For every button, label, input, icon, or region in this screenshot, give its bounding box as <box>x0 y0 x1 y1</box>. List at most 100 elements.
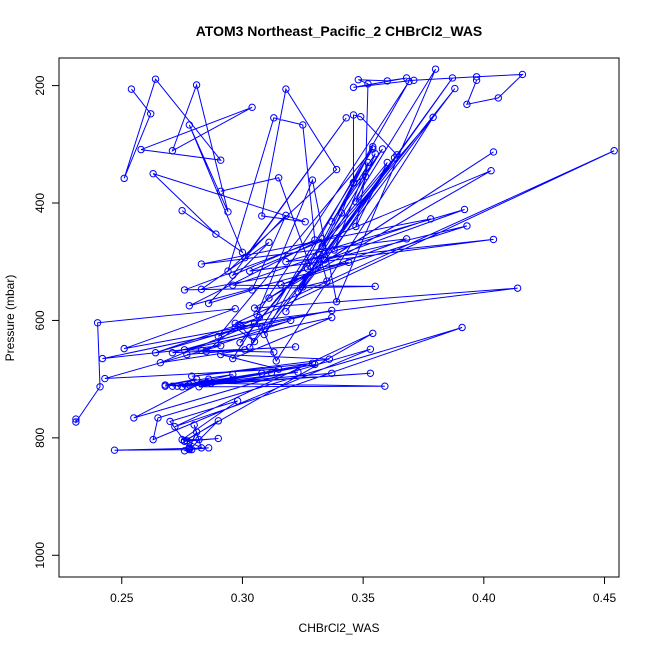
data-point <box>429 113 437 122</box>
data-point <box>197 260 206 268</box>
y-axis: 200 400 600 800 1000 <box>33 75 60 569</box>
data-point <box>383 158 391 167</box>
data-point <box>202 347 210 356</box>
data-point <box>463 222 471 230</box>
data-point <box>282 258 290 266</box>
data-point <box>149 169 157 178</box>
data-point <box>361 172 370 181</box>
data-point <box>328 369 336 377</box>
data-point <box>241 253 249 262</box>
data-point <box>451 84 459 93</box>
data-point <box>274 365 283 373</box>
data-point <box>192 428 201 436</box>
data-point <box>371 150 379 158</box>
data-point <box>463 100 471 109</box>
data-point <box>185 302 194 310</box>
data-point <box>185 121 194 129</box>
data-point <box>427 215 435 223</box>
data-point <box>166 417 174 426</box>
data-point <box>258 212 266 220</box>
data-point <box>318 242 326 251</box>
data-point <box>299 283 307 291</box>
data-point <box>137 145 145 154</box>
data-point <box>315 250 324 259</box>
data-point <box>197 444 206 452</box>
data-point <box>299 121 307 129</box>
data-point <box>120 174 128 183</box>
data-point <box>294 287 302 296</box>
data-point <box>349 83 358 92</box>
data-point <box>328 313 336 322</box>
data-point <box>323 277 331 285</box>
data-point <box>130 414 138 422</box>
data-point <box>224 208 232 216</box>
data-point <box>308 176 317 184</box>
data-point <box>489 148 498 156</box>
data-point <box>311 360 319 369</box>
data-point <box>383 77 391 85</box>
data-point <box>120 344 128 353</box>
data-point <box>366 369 375 377</box>
data-point <box>185 444 194 453</box>
data-point <box>217 187 225 195</box>
data-point <box>303 265 312 273</box>
data-point <box>369 142 377 151</box>
data-point <box>265 294 273 302</box>
data-point <box>229 271 237 279</box>
chart-title: ATOM3 Northeast_Pacific_2 CHBrCl2_WAS <box>196 23 483 39</box>
data-point <box>270 114 278 122</box>
series-line-1 <box>75 308 463 452</box>
data-point <box>472 76 481 85</box>
data-point <box>349 178 358 187</box>
data-point <box>224 267 232 275</box>
data-point <box>487 167 495 175</box>
data-point <box>96 383 104 391</box>
data-point <box>402 235 411 243</box>
data-point <box>265 238 273 247</box>
data-point <box>381 382 389 390</box>
data-point <box>214 332 223 340</box>
data-point <box>250 304 259 312</box>
data-point <box>274 174 283 182</box>
data-point <box>393 151 401 159</box>
data-point <box>204 375 213 383</box>
data-point <box>260 330 268 339</box>
x-tick-label: 0.45 <box>593 591 617 605</box>
data-point <box>489 235 498 244</box>
data-point <box>287 316 295 325</box>
data-point <box>192 375 201 383</box>
data-point <box>147 110 155 118</box>
data-point <box>342 114 350 122</box>
y-tick-label: 200 <box>33 75 47 95</box>
y-tick-label: 800 <box>33 428 47 448</box>
data-point <box>294 368 302 376</box>
data-point <box>183 350 191 359</box>
data-point <box>214 434 223 443</box>
data-point <box>431 65 440 73</box>
data-point <box>460 205 469 214</box>
data-point <box>410 76 418 85</box>
data-point <box>472 73 481 81</box>
data-point <box>357 113 365 121</box>
data-point <box>270 348 278 356</box>
y-axis-label: Pressure (mbar) <box>3 275 17 362</box>
data-point <box>212 230 220 238</box>
data-point <box>197 346 206 355</box>
x-tick-label: 0.30 <box>231 591 255 605</box>
data-point <box>330 246 338 254</box>
data-point <box>98 354 107 363</box>
data-point <box>110 446 119 454</box>
data-point <box>255 313 264 322</box>
data-point <box>267 368 276 377</box>
data-point <box>168 147 177 155</box>
data-point <box>301 218 309 226</box>
data-point <box>282 85 290 93</box>
data-point <box>248 286 256 294</box>
data-point <box>325 355 334 363</box>
x-axis-label: CHBrCl2_WAS <box>299 621 380 635</box>
data-point <box>180 286 189 294</box>
data-point <box>229 375 237 383</box>
data-point <box>352 198 360 206</box>
